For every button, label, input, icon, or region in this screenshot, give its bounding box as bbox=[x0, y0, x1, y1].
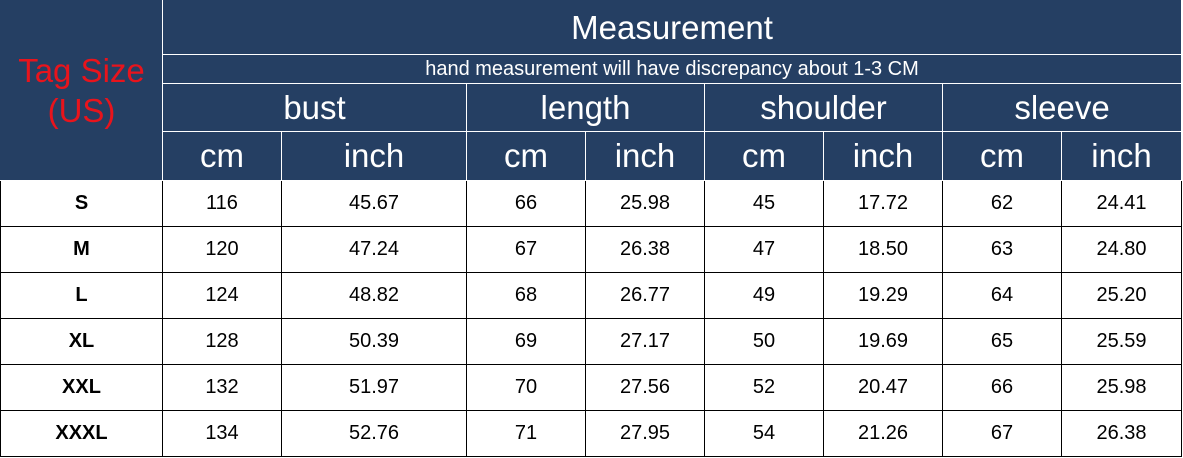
group-header-shoulder: shoulder bbox=[704, 83, 943, 132]
value-cell: 116 bbox=[162, 180, 282, 227]
group-header-bust: bust bbox=[162, 83, 467, 132]
tag-size-region: (US) bbox=[47, 91, 116, 129]
value-cell: 18.50 bbox=[823, 226, 943, 273]
value-cell: 132 bbox=[162, 364, 282, 411]
value-cell: 65 bbox=[942, 318, 1062, 365]
value-cell: 25.59 bbox=[1060, 318, 1183, 365]
value-cell: 19.69 bbox=[823, 318, 943, 365]
tag-size-label: Tag Size bbox=[18, 51, 145, 89]
value-cell: 49 bbox=[704, 272, 824, 319]
table-row: S 116 45.67 66 25.98 45 17.72 62 24.41 bbox=[0, 180, 1183, 227]
value-cell: 69 bbox=[466, 318, 586, 365]
value-cell: 20.47 bbox=[823, 364, 943, 411]
value-cell: 25.98 bbox=[585, 180, 705, 227]
unit-header-cm: cm bbox=[466, 131, 586, 181]
value-cell: 48.82 bbox=[281, 272, 467, 319]
value-cell: 52 bbox=[704, 364, 824, 411]
value-cell: 62 bbox=[942, 180, 1062, 227]
value-cell: 66 bbox=[942, 364, 1062, 411]
table-row: XXXL 134 52.76 71 27.95 54 21.26 67 26.38 bbox=[0, 410, 1183, 457]
discrepancy-note: hand measurement will have discrepancy a… bbox=[161, 54, 1183, 84]
size-cell: L bbox=[0, 272, 163, 319]
value-cell: 63 bbox=[942, 226, 1062, 273]
unit-header-cm: cm bbox=[704, 131, 824, 181]
unit-header-cm: cm bbox=[162, 131, 282, 181]
value-cell: 128 bbox=[162, 318, 282, 365]
unit-header-inch: inch bbox=[823, 131, 943, 181]
value-cell: 27.56 bbox=[585, 364, 705, 411]
value-cell: 21.26 bbox=[823, 410, 943, 457]
size-cell: XL bbox=[0, 318, 163, 365]
value-cell: 27.17 bbox=[585, 318, 705, 365]
group-header-length: length bbox=[466, 83, 705, 132]
size-cell: XXL bbox=[0, 364, 163, 411]
table-row: L 124 48.82 68 26.77 49 19.29 64 25.20 bbox=[0, 272, 1183, 319]
value-cell: 64 bbox=[942, 272, 1062, 319]
value-cell: 54 bbox=[704, 410, 824, 457]
tag-size-header: Tag Size (US) bbox=[0, 0, 163, 181]
value-cell: 26.38 bbox=[1060, 410, 1183, 457]
value-cell: 24.80 bbox=[1060, 226, 1183, 273]
unit-header-inch: inch bbox=[585, 131, 705, 181]
value-cell: 27.95 bbox=[585, 410, 705, 457]
value-cell: 17.72 bbox=[823, 180, 943, 227]
size-cell: S bbox=[0, 180, 163, 227]
value-cell: 50 bbox=[704, 318, 824, 365]
value-cell: 71 bbox=[466, 410, 586, 457]
value-cell: 51.97 bbox=[281, 364, 467, 411]
table-row: XXL 132 51.97 70 27.56 52 20.47 66 25.98 bbox=[0, 364, 1183, 411]
value-cell: 25.98 bbox=[1060, 364, 1183, 411]
value-cell: 67 bbox=[942, 410, 1062, 457]
value-cell: 26.77 bbox=[585, 272, 705, 319]
value-cell: 124 bbox=[162, 272, 282, 319]
value-cell: 24.41 bbox=[1060, 180, 1183, 227]
value-cell: 45.67 bbox=[281, 180, 467, 227]
value-cell: 120 bbox=[162, 226, 282, 273]
value-cell: 50.39 bbox=[281, 318, 467, 365]
value-cell: 25.20 bbox=[1060, 272, 1183, 319]
value-cell: 47 bbox=[704, 226, 824, 273]
value-cell: 45 bbox=[704, 180, 824, 227]
value-cell: 26.38 bbox=[585, 226, 705, 273]
value-cell: 70 bbox=[466, 364, 586, 411]
unit-header-inch: inch bbox=[281, 131, 467, 181]
value-cell: 19.29 bbox=[823, 272, 943, 319]
size-cell: XXXL bbox=[0, 410, 163, 457]
table-row: M 120 47.24 67 26.38 47 18.50 63 24.80 bbox=[0, 226, 1183, 273]
value-cell: 67 bbox=[466, 226, 586, 273]
value-cell: 66 bbox=[466, 180, 586, 227]
size-cell: M bbox=[0, 226, 163, 273]
table-row: XL 128 50.39 69 27.17 50 19.69 65 25.59 bbox=[0, 318, 1183, 365]
value-cell: 47.24 bbox=[281, 226, 467, 273]
value-cell: 52.76 bbox=[281, 410, 467, 457]
group-header-sleeve: sleeve bbox=[941, 83, 1183, 132]
unit-header-inch: inch bbox=[1060, 131, 1183, 181]
value-cell: 134 bbox=[162, 410, 282, 457]
unit-header-cm: cm bbox=[942, 131, 1062, 181]
value-cell: 68 bbox=[466, 272, 586, 319]
measurement-title: Measurement bbox=[161, 0, 1183, 55]
